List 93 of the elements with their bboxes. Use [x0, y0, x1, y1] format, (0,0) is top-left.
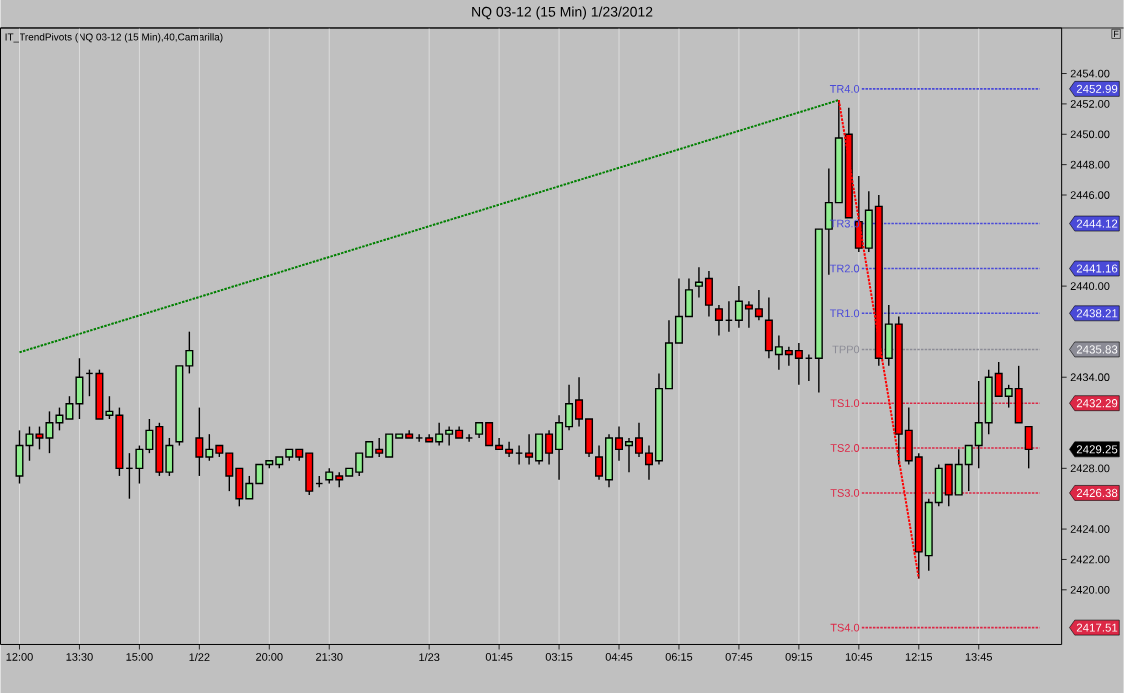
text: 2441.16: [1076, 264, 1118, 273]
y-tick-label: 2428.00: [1070, 464, 1110, 473]
x-tick-label: 20:00: [256, 652, 283, 661]
x-tick-label: 06:15: [665, 652, 693, 661]
candlestick: [205, 433, 214, 462]
candlestick: [545, 429, 554, 466]
candlestick: [195, 406, 204, 477]
candlestick: [734, 285, 743, 329]
x-tick-label: 09:15: [785, 652, 813, 661]
annotation: IT_TrendPivots (NQ 03-12 (15 Min),40,Camarilla): [5, 32, 223, 43]
candlestick: [355, 452, 364, 477]
candlestick: [465, 433, 474, 443]
x-tick-label: 12:15: [905, 652, 933, 661]
ref-line-label: TPP0: [832, 345, 860, 354]
candlestick: [245, 475, 254, 500]
x-tick-label: 21:30: [316, 652, 343, 661]
y-tick-label: 2422.00: [1070, 555, 1110, 564]
x-tick-label: 15:00: [126, 652, 153, 661]
candlestick: [225, 452, 234, 492]
y-tick-label: 2450.00: [1070, 130, 1110, 138]
candlestick: [515, 444, 524, 466]
candlestick: [145, 418, 154, 454]
text: 2444.12: [1076, 219, 1118, 228]
ref-line-label: TS4.0: [830, 623, 860, 632]
candlestick: [415, 433, 424, 443]
candlestick: [445, 425, 454, 447]
x-tick-label: 13:45: [965, 652, 992, 661]
x-tick-label: 10:45: [845, 652, 873, 661]
candlestick: [794, 342, 803, 386]
candlestick: [105, 395, 114, 420]
chart-title: NQ 03-12 (15 Min) 1/23/2012: [472, 6, 653, 20]
x-tick-label: 07:45: [725, 652, 753, 661]
y-tick-label: 2424.00: [1070, 524, 1110, 533]
candlestick: [135, 444, 144, 484]
y-tick-label: 2420.00: [1070, 585, 1110, 594]
candlestick: [65, 395, 74, 420]
candlestick: [375, 437, 384, 458]
candlestick: [435, 421, 444, 447]
ref-line-label: TR4.0: [829, 84, 860, 93]
ref-line-label: TS3.0: [830, 488, 860, 497]
x-tick-label: 13:30: [66, 652, 93, 661]
text: 2426.38: [1076, 488, 1118, 497]
candlestick: [255, 463, 264, 484]
text: 2452.99: [1076, 84, 1118, 93]
candlestick: [505, 440, 514, 458]
candlestick: [635, 421, 643, 458]
candlestick: [625, 437, 633, 473]
y-tick-label: 2454.00: [1070, 69, 1110, 78]
x-tick-label: 04:45: [605, 652, 633, 661]
x-tick-label: 01:45: [485, 652, 513, 661]
candlestick: [25, 425, 34, 462]
x-tick-label: 1/22: [189, 652, 210, 661]
candlestick: [55, 406, 64, 431]
candlestick: [744, 300, 753, 329]
text: 2438.21: [1076, 309, 1118, 318]
candlestick: [974, 380, 983, 469]
candlestick: [1024, 425, 1033, 469]
candlestick: [595, 444, 604, 481]
candlestick: [565, 383, 574, 431]
candlestick: [1004, 383, 1013, 409]
y-tick-label: 2452.00: [1070, 99, 1110, 108]
candlestick: [774, 334, 783, 371]
y-tick-label: 2440.00: [1070, 282, 1110, 290]
y-tick-label: 2434.00: [1070, 373, 1110, 381]
candlestick: [185, 330, 194, 374]
ref-line-label: TR1.0: [829, 309, 860, 317]
candlestick: [385, 433, 394, 458]
candlestick: [694, 266, 703, 298]
x-tick-label: 03:15: [545, 652, 573, 661]
y-tick-label: 2448.00: [1070, 160, 1110, 169]
text: F: [1114, 30, 1119, 37]
candlestick: [575, 376, 584, 428]
ref-line-label: TS1.0: [830, 399, 860, 407]
text: 2417.51: [1076, 623, 1118, 632]
candlestick: [45, 410, 54, 454]
candlestick: [964, 444, 973, 492]
candlestick: [35, 425, 44, 450]
text: 2435.83: [1076, 345, 1118, 354]
candlestick: [644, 444, 653, 481]
y-tick-label: 2446.00: [1070, 190, 1110, 199]
x-tick-label: 1/23: [419, 652, 440, 661]
candlestick: [525, 433, 534, 466]
x-tick-label: 12:00: [6, 652, 33, 661]
ref-line-label: TS2.0: [830, 443, 860, 452]
ref-line-label: TR2.0: [829, 264, 860, 273]
candlestick: [994, 361, 1003, 397]
text: 2429.25: [1076, 445, 1118, 454]
candlestick: [754, 288, 763, 321]
candlestick: [615, 425, 624, 462]
candlestick: [485, 421, 494, 447]
text: 2432.29: [1076, 398, 1118, 408]
candlestick: [784, 345, 793, 367]
candlestick: [714, 304, 723, 336]
